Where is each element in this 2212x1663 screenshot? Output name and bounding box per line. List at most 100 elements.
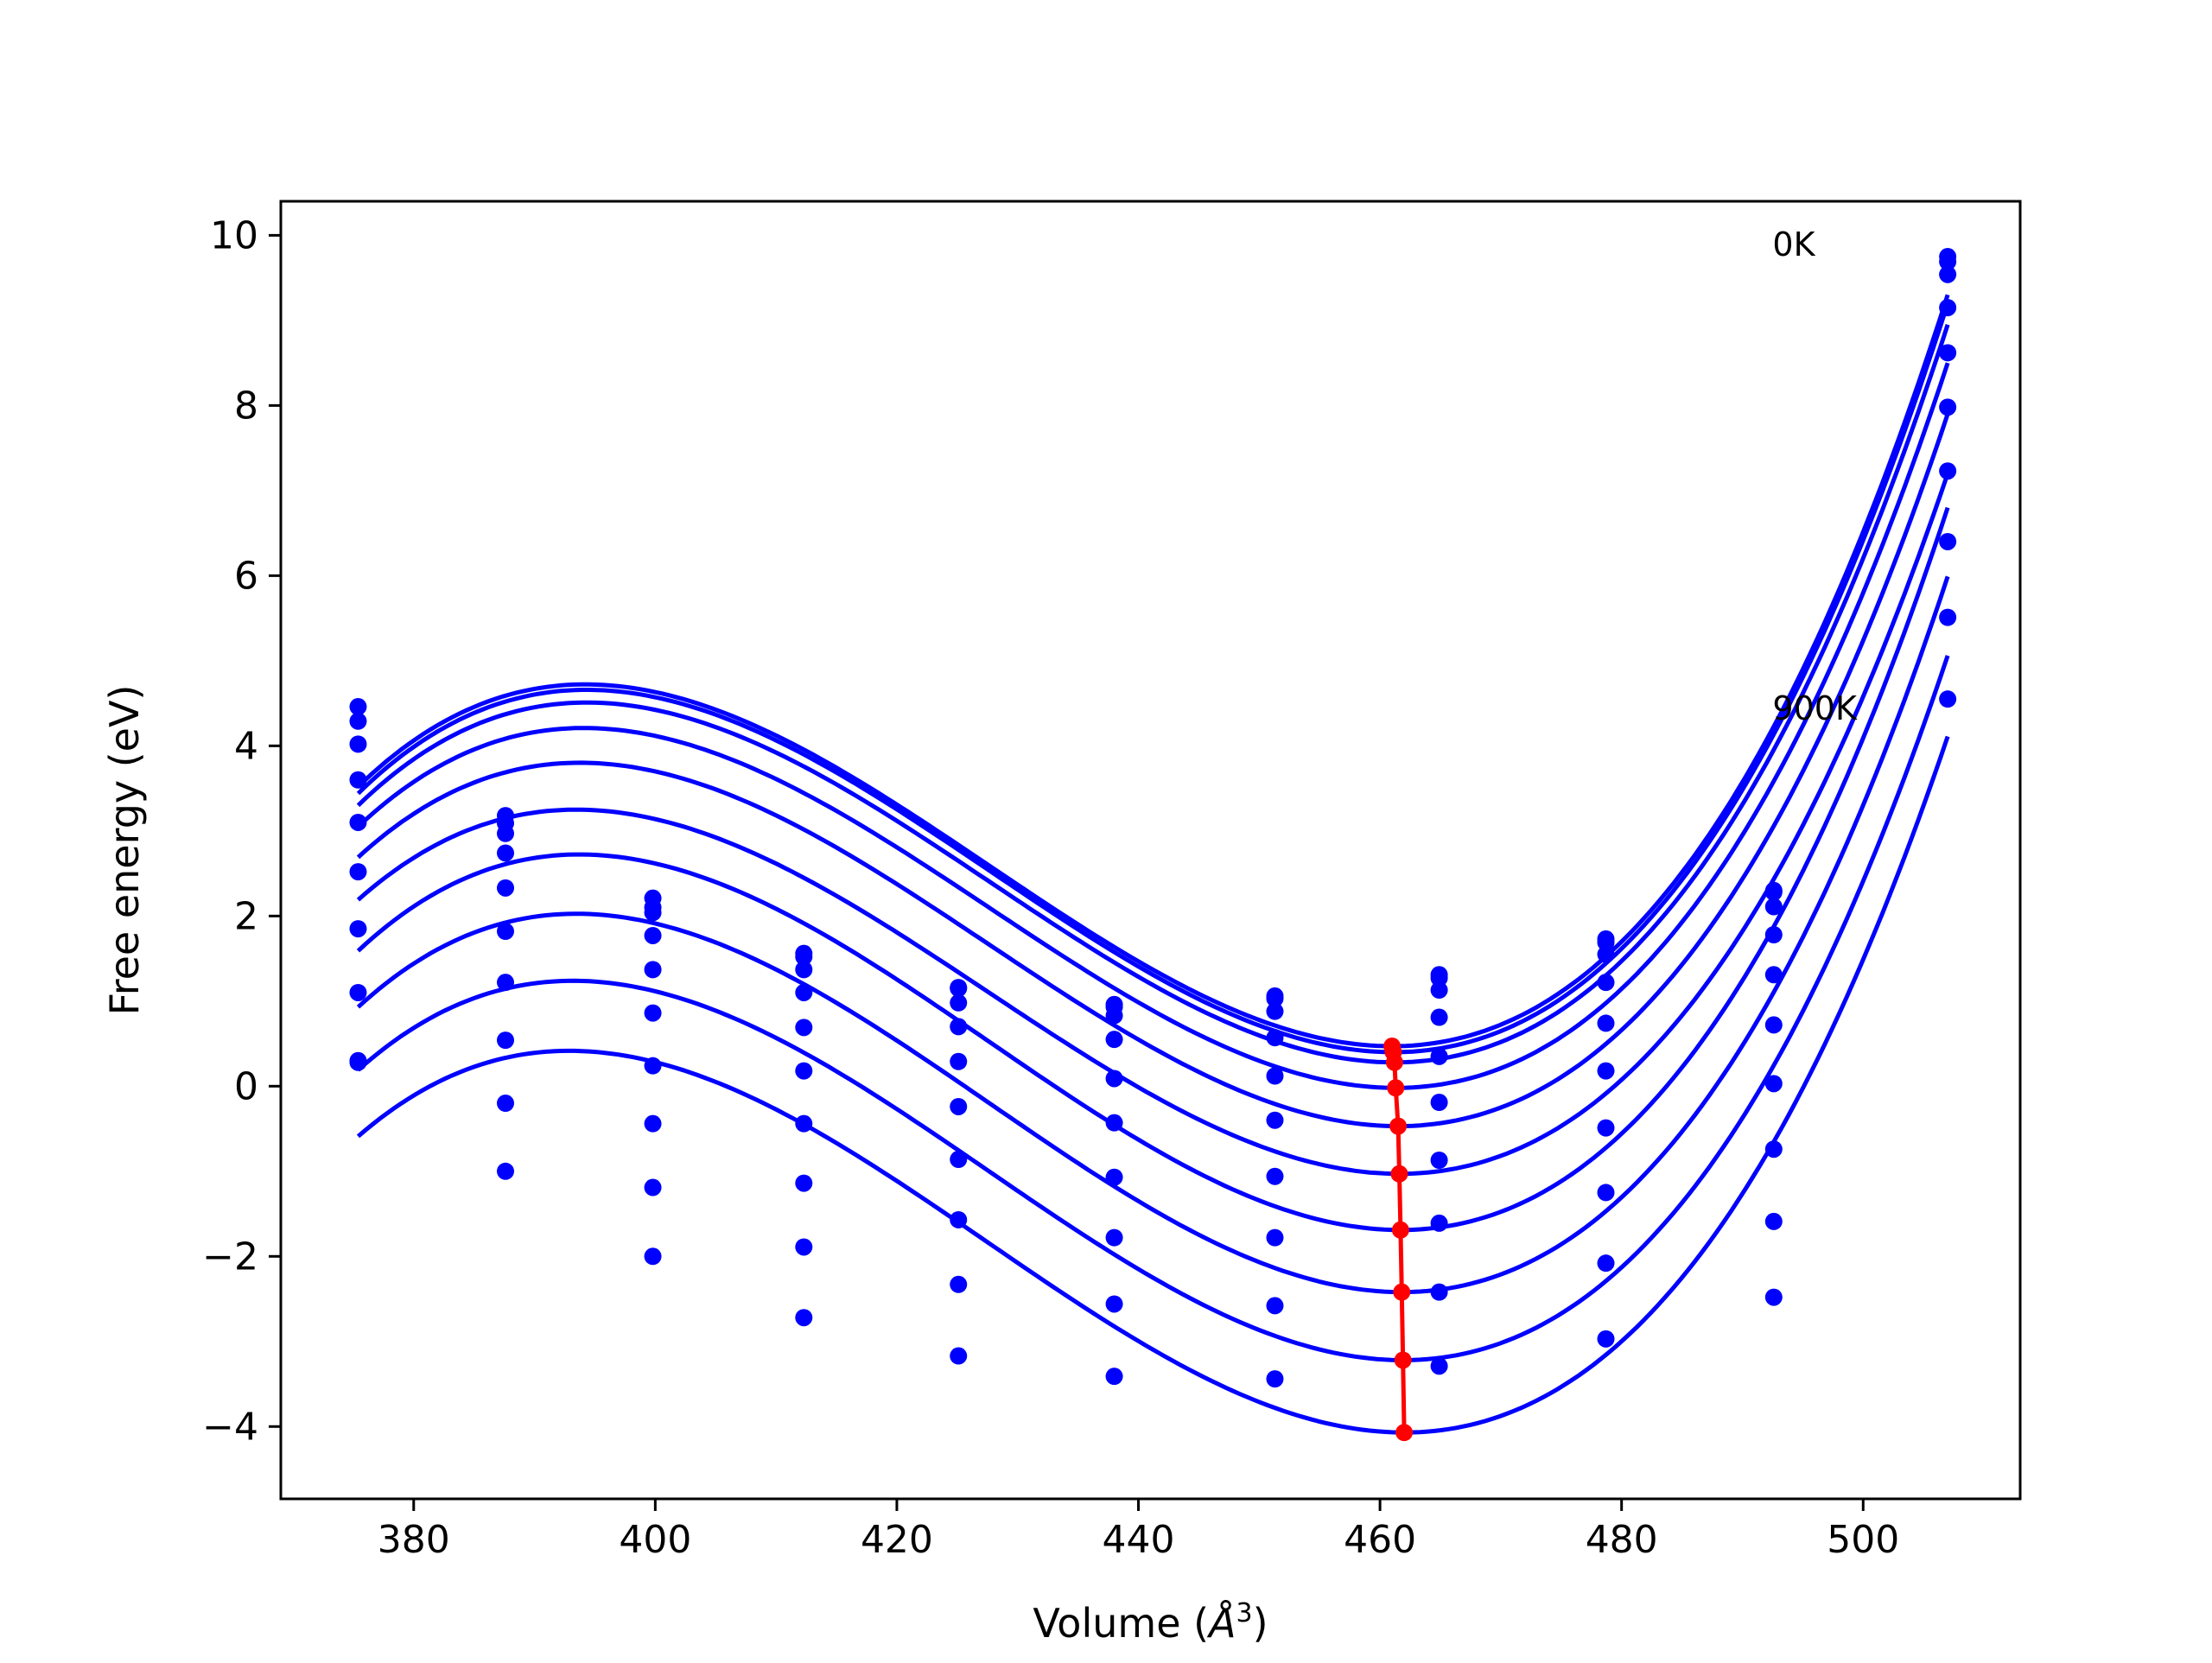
data-point	[1105, 1031, 1123, 1049]
data-point	[644, 904, 662, 922]
y-tick-label: 8	[234, 384, 258, 428]
fit-curve	[356, 575, 1950, 1295]
x-axis-title-exponent: 3	[1236, 1598, 1253, 1628]
temperature-annotation: 0K	[1772, 225, 1815, 263]
data-point	[1597, 1184, 1615, 1202]
data-point	[644, 926, 662, 944]
data-point	[1266, 1370, 1284, 1388]
fit-curves	[356, 294, 1950, 1435]
data-point	[349, 863, 367, 881]
data-point	[1105, 1228, 1123, 1247]
data-point	[497, 1095, 515, 1113]
data-point	[644, 1004, 662, 1022]
data-point	[795, 1062, 813, 1080]
data-point	[1939, 690, 1957, 708]
data-point	[1430, 1094, 1448, 1112]
data-point	[644, 1178, 662, 1196]
data-point	[349, 735, 367, 753]
x-tick-label: 400	[619, 1518, 691, 1562]
x-tick-label: 460	[1344, 1518, 1416, 1562]
data-point	[1939, 344, 1957, 362]
y-axis-ticks: −4 −2 0 2 4 6 8 10	[202, 213, 281, 1449]
data-point	[950, 1018, 968, 1036]
data-point	[1764, 1016, 1783, 1034]
data-point	[1266, 1167, 1284, 1185]
data-point	[1939, 265, 1957, 283]
y-tick-label: −4	[202, 1405, 258, 1449]
minimum-point	[1385, 1053, 1403, 1071]
data-point	[1105, 1006, 1123, 1025]
data-point	[349, 813, 367, 831]
data-point	[950, 1275, 968, 1293]
data-point	[497, 879, 515, 897]
minimum-point	[1391, 1221, 1409, 1239]
data-point	[1266, 989, 1284, 1007]
x-axis-title-unit: Å	[1206, 1600, 1236, 1647]
data-point	[1105, 1295, 1123, 1313]
data-point	[795, 1174, 813, 1192]
data-point	[1939, 608, 1957, 626]
data-point	[1266, 1029, 1284, 1047]
data-point	[1764, 925, 1783, 943]
data-point	[349, 983, 367, 1001]
data-point	[497, 974, 515, 992]
x-tick-label: 480	[1586, 1518, 1658, 1562]
data-point	[950, 1052, 968, 1070]
data-point	[795, 983, 813, 1001]
x-tick-label: 420	[861, 1518, 933, 1562]
data-point	[795, 961, 813, 979]
data-point	[1764, 898, 1783, 916]
x-tick-label: 500	[1827, 1518, 1899, 1562]
data-point	[349, 712, 367, 730]
data-point	[950, 1210, 968, 1228]
y-tick-label: 2	[234, 894, 258, 938]
data-point	[1266, 1228, 1284, 1247]
data-point	[1430, 969, 1448, 987]
x-axis-title-close: )	[1253, 1600, 1268, 1647]
data-point	[1939, 252, 1957, 270]
fit-curve	[356, 302, 1950, 1055]
data-point	[497, 1162, 515, 1180]
fit-curve	[356, 655, 1950, 1362]
data-point	[1597, 1119, 1615, 1137]
annotations: 0K 900K	[1772, 225, 1858, 727]
data-point	[1597, 1062, 1615, 1080]
data-point	[795, 1309, 813, 1327]
minimum-point	[1387, 1079, 1405, 1097]
data-point	[950, 1097, 968, 1115]
data-point	[349, 771, 367, 789]
data-point	[1105, 1070, 1123, 1088]
data-point	[795, 1019, 813, 1037]
minimum-point	[1394, 1351, 1412, 1369]
x-axis-ticks: 380 400 420 440 460 480 500	[378, 1499, 1899, 1562]
data-point	[1430, 1283, 1448, 1301]
data-point	[1764, 966, 1783, 984]
minimum-point	[1393, 1283, 1411, 1301]
data-point	[1597, 945, 1615, 963]
data-point	[1597, 974, 1615, 992]
minima-locus	[1383, 1038, 1414, 1442]
y-tick-label: 0	[234, 1064, 258, 1108]
data-point	[349, 698, 367, 716]
y-tick-label: 4	[234, 724, 258, 768]
data-point	[497, 824, 515, 842]
data-point	[1430, 1357, 1448, 1375]
data-point	[795, 948, 813, 966]
data-point	[1764, 1212, 1783, 1230]
data-point	[1597, 1330, 1615, 1348]
fit-curve	[356, 735, 1950, 1435]
data-point	[497, 1031, 515, 1050]
data-point	[1266, 1111, 1284, 1129]
data-point	[1597, 1014, 1615, 1032]
data-point	[1430, 1008, 1448, 1026]
data-point	[644, 1057, 662, 1075]
fit-curve	[356, 413, 1950, 1129]
data-point	[497, 923, 515, 941]
fit-curve	[356, 294, 1950, 1049]
data-point	[644, 1247, 662, 1266]
minimum-point	[1390, 1165, 1408, 1183]
data-point	[1764, 1288, 1783, 1306]
